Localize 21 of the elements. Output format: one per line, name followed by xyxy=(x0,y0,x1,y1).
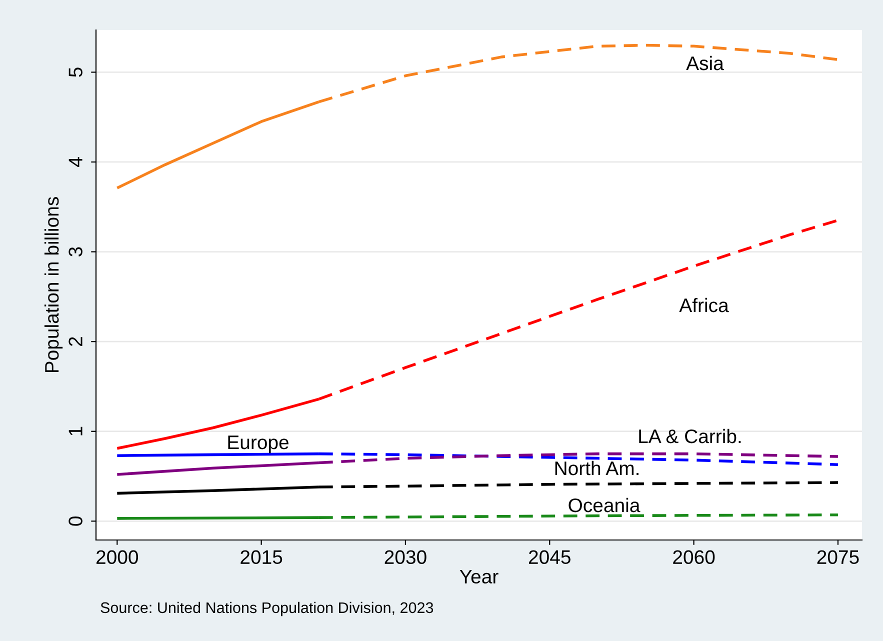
annotation: Asia xyxy=(686,56,724,70)
annotation: LA & Carrib. xyxy=(639,428,741,444)
y-tick-label: 1 xyxy=(68,426,82,436)
source-note: Source: United Nations Population Division, 2023 xyxy=(100,602,434,616)
x-tick-label: 2060 xyxy=(673,550,715,564)
y-tick-label: 2 xyxy=(68,337,82,346)
x-axis-title: Year xyxy=(460,570,498,584)
y-tick-label: 5 xyxy=(68,68,82,77)
annotation: Europe xyxy=(228,436,288,454)
y-axis-title: Population in billions xyxy=(44,197,63,372)
y-tick-label: 4 xyxy=(68,157,82,167)
x-tick-label: 2000 xyxy=(96,550,138,564)
annotation: Oceania xyxy=(568,498,640,512)
annotation: North Am. xyxy=(555,460,638,476)
x-tick-label: 2075 xyxy=(817,550,859,564)
x-tick-label: 2045 xyxy=(528,550,570,564)
x-tick-label: 2030 xyxy=(384,550,426,564)
x-tick-label: 2015 xyxy=(240,550,282,564)
y-tick-label: 0 xyxy=(68,516,82,526)
annotation: Africa xyxy=(679,298,729,312)
y-tick-label: 3 xyxy=(68,247,82,256)
